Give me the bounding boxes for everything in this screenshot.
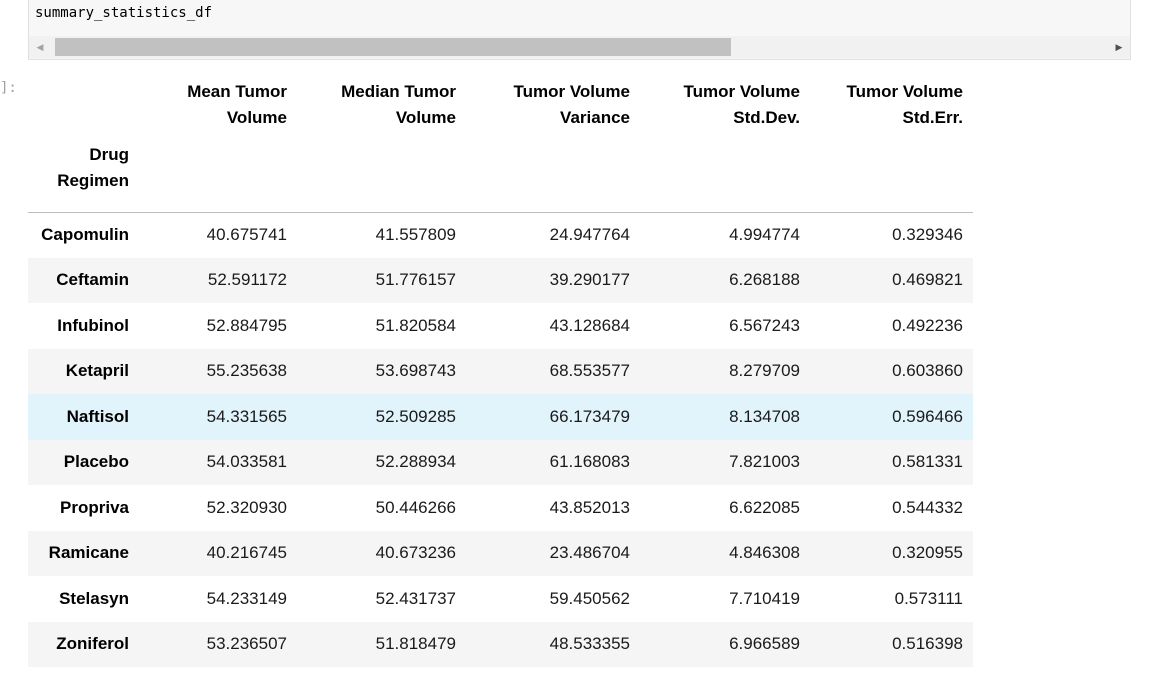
table-cell: 52.884795	[206, 315, 287, 335]
table-row: Propriva 52.320930 50.446266 43.852013 6.622…	[28, 485, 973, 531]
table-row: Infubinol 52.884795 51.820584 43.128684 6.56…	[28, 303, 973, 349]
row-label: Propriva	[60, 497, 129, 517]
table-row: Stelasyn 54.233149 52.431737 59.450562 7.710…	[28, 576, 973, 622]
table-row: Naftisol 54.331565 52.509285 66.173479 8.134…	[28, 394, 973, 440]
table-cell: 8.134708	[729, 406, 800, 426]
row-label: Zoniferol	[56, 634, 129, 654]
table-row: Ramicane 40.216745 40.673236 23.486704 4.846…	[28, 530, 973, 576]
row-label: Stelasyn	[59, 588, 129, 608]
table-cell: 54.033581	[206, 452, 287, 472]
table-cell: 41.557809	[375, 225, 456, 244]
table-cell: 51.820584	[375, 315, 456, 335]
row-label: Ceftamin	[56, 270, 129, 290]
table-cell: 52.431737	[375, 588, 456, 608]
code-input-area[interactable]: summary_statistics_df ◀ ▶	[28, 0, 1131, 60]
index-name-header: Drug Regimen	[28, 134, 139, 213]
column-header: Tumor Volume Std.Err.	[846, 82, 964, 127]
table-cell: 68.553577	[549, 361, 630, 381]
table-cell: 48.533355	[549, 634, 630, 654]
table-body: Capomulin 40.675741 41.557809 24.947764 4.99…	[28, 212, 973, 667]
table-cell: 43.852013	[549, 497, 630, 517]
table-row: Placebo 54.033581 52.288934 61.168083 7.8210…	[28, 439, 973, 485]
table-cell: 0.596466	[892, 406, 963, 426]
table-row: Zoniferol 53.236507 51.818479 48.533355 6.96…	[28, 621, 973, 667]
table-row: Ceftamin 52.591172 51.776157 39.290177 6.268…	[28, 257, 973, 303]
scroll-left-icon[interactable]: ◀	[36, 41, 44, 52]
table-cell: 7.710419	[729, 588, 800, 608]
table-cell: 0.573111	[894, 588, 963, 608]
table-cell: 0.516398	[892, 634, 963, 654]
table-cell: 52.591172	[207, 270, 287, 290]
row-label: Capomulin	[41, 225, 129, 244]
table-cell: 0.544332	[892, 497, 963, 517]
code-line[interactable]: summary_statistics_df	[35, 5, 213, 21]
table-cell: 0.603860	[892, 361, 963, 381]
table-cell: 43.128684	[549, 315, 630, 335]
column-header-row: Mean Tumor Volume Median Tumor Volume Tumo…	[28, 70, 973, 134]
table-cell: 54.233149	[206, 588, 287, 608]
summary-statistics-table: Mean Tumor Volume Median Tumor Volume Tumo…	[28, 70, 973, 667]
column-header: Mean Tumor Volume	[187, 82, 287, 127]
table-cell: 51.818479	[375, 634, 456, 654]
table-cell: 66.173479	[549, 406, 630, 426]
table-cell: 7.821003	[729, 452, 800, 472]
column-header: Median Tumor Volume	[341, 82, 456, 127]
horizontal-scrollbar[interactable]: ◀ ▶	[29, 36, 1130, 58]
table-cell: 0.492236	[892, 315, 963, 335]
scroll-right-icon[interactable]: ▶	[1115, 41, 1123, 52]
table-cell: 23.486704	[549, 543, 630, 563]
table-row: Ketapril 55.235638 53.698743 68.553577 8.279…	[28, 348, 973, 394]
table-cell: 52.320930	[206, 497, 287, 517]
row-label: Ramicane	[48, 543, 129, 563]
header-blank-cell	[28, 70, 139, 134]
column-header: Tumor Volume Variance	[513, 82, 631, 127]
table-cell: 0.469821	[892, 270, 963, 290]
table-cell: 53.236507	[206, 634, 287, 654]
table-cell: 61.168083	[549, 452, 630, 472]
table-cell: 54.331565	[206, 406, 287, 426]
column-header: Tumor Volume Std.Dev.	[683, 82, 801, 127]
table-cell: 6.567243	[729, 315, 800, 335]
row-label: Placebo	[63, 452, 129, 472]
table-cell: 53.698743	[375, 361, 456, 381]
table-cell: 40.216745	[206, 543, 287, 563]
table-cell: 0.329346	[892, 225, 963, 244]
table-cell: 52.288934	[375, 452, 456, 472]
table-cell: 40.673236	[375, 543, 456, 563]
table-cell: 0.581331	[892, 452, 963, 472]
table-cell: 50.446266	[375, 497, 456, 517]
table-cell: 0.320955	[892, 543, 963, 563]
table-cell: 40.675741	[206, 225, 287, 244]
table-cell: 6.622085	[729, 497, 800, 517]
scroll-thumb[interactable]	[55, 38, 731, 56]
table-cell: 8.279709	[729, 361, 800, 381]
row-label: Naftisol	[66, 406, 129, 426]
table-cell: 51.776157	[375, 270, 456, 290]
table-cell: 59.450562	[549, 588, 630, 608]
table-cell: 6.966589	[729, 634, 800, 654]
table-cell: 52.509285	[375, 406, 456, 426]
row-label: Ketapril	[65, 361, 129, 381]
table-cell: 55.235638	[206, 361, 287, 381]
table-cell: 24.947764	[549, 225, 630, 244]
index-name-row: Drug Regimen	[28, 134, 973, 213]
row-label: Infubinol	[57, 315, 129, 335]
table-cell: 4.846308	[729, 543, 800, 563]
table-cell: 39.290177	[549, 270, 630, 290]
table-cell: 4.994774	[729, 225, 800, 244]
output-prompt: ]:	[0, 80, 17, 96]
table-cell: 6.268188	[729, 270, 800, 290]
table-row: Capomulin 40.675741 41.557809 24.947764 4.99…	[28, 212, 973, 258]
